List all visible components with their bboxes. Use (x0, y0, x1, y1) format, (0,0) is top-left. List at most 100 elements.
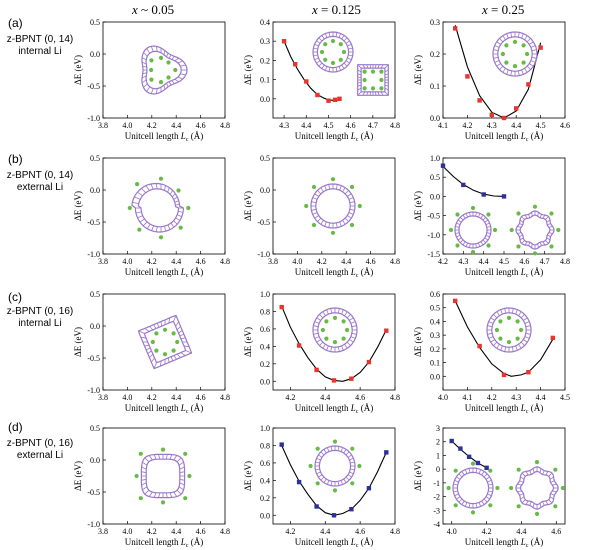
y-axis-label: ΔE (eV) (413, 55, 423, 85)
y-tick-label: 0.0 (430, 192, 440, 201)
data-point (501, 372, 507, 378)
li-atom (506, 340, 512, 345)
y-axis-label: ΔE (eV) (73, 461, 83, 491)
li-atom (470, 249, 476, 255)
column-header-1: x ~ 0.05 (132, 2, 175, 17)
panel-d1: 3.8 4.0 4.2 4.4 4.6 4.8 -1.0 -0.5 0.0 0.5 Unitcell… (73, 424, 230, 549)
li-atom (446, 485, 451, 491)
x-axis-label: Unitcell length Lc (Å) (295, 267, 373, 279)
data-point (314, 504, 319, 509)
x-tick-label: 4.4 (171, 527, 181, 536)
nanotube-structure (486, 307, 532, 353)
x-tick-label: 4.2 (285, 527, 295, 536)
x-axis-label: Unitcell length Lc (Å) (465, 131, 543, 143)
x-tick-label: 4.6 (355, 393, 365, 402)
li-atom (492, 227, 498, 233)
y-tick-label: 0.0 (90, 50, 100, 59)
li-atom (158, 176, 164, 181)
x-axis-label: Unitcell length Lc (Å) (465, 403, 543, 415)
y-tick-label: 1 (436, 451, 440, 460)
y-tick-label: -0.5 (257, 218, 270, 227)
data-point (501, 194, 507, 199)
y-axis-label: ΔE (eV) (413, 461, 423, 491)
li-atom (341, 319, 346, 324)
li-atom (379, 69, 384, 74)
li-atom (134, 473, 139, 479)
y-tick-label: 2 (436, 438, 440, 447)
y-axis-label: ΔE (eV) (413, 327, 423, 357)
y-tick-label: 0.0 (430, 114, 440, 123)
data-point (314, 367, 319, 373)
y-tick-label: 0.0 (90, 456, 100, 465)
li-atom (135, 182, 140, 187)
li-atom (304, 203, 309, 209)
li-atom (498, 319, 503, 324)
li-atom (332, 439, 338, 444)
li-atom (149, 77, 154, 82)
li-atom (488, 468, 493, 473)
data-point (315, 92, 320, 98)
y-axis-label: ΔE (eV) (243, 327, 253, 357)
li-atom (553, 467, 558, 472)
li-atom (127, 205, 132, 211)
y-tick-label: 1.0 (430, 154, 440, 163)
y-tick-label: 0.5 (90, 424, 100, 433)
li-atom (160, 447, 166, 452)
y-tick-label: 0.0 (260, 95, 270, 104)
y-axis-label: ΔE (eV) (413, 191, 423, 221)
nanotube-structure (446, 461, 500, 515)
data-point (477, 343, 482, 349)
y-axis-label: ΔE (eV) (243, 461, 253, 491)
plot-frame (442, 293, 566, 391)
x-axis-label: Unitcell length Lc (Å) (465, 267, 543, 279)
li-atom (323, 57, 328, 62)
plot-frame (272, 427, 396, 525)
x-tick-label: 4.2 (462, 121, 472, 130)
y-tick-label: 0.5 (90, 18, 100, 27)
panel-b2: 3.8 4.0 4.2 4.4 4.6 4.8 -1.0 -0.5 0.0 0.5 Unitcell… (243, 154, 400, 279)
li-atom (150, 339, 155, 345)
y-tick-label: 0.6 (260, 325, 270, 334)
nanotube-structure (141, 45, 188, 95)
data-point (331, 378, 337, 383)
x-axis-label: Unitcell length Lc (Å) (465, 537, 543, 549)
data-point (331, 513, 337, 518)
x-tick-label: 4.4 (171, 121, 181, 130)
data-point (489, 112, 494, 117)
data-point (465, 74, 470, 79)
li-atom (516, 504, 521, 509)
li-atom (470, 461, 476, 466)
y-tick-label: 0.1 (430, 359, 440, 368)
x-axis-label: Unitcell length Lc (Å) (295, 537, 373, 549)
x-tick-label: 4.6 (551, 527, 561, 536)
data-point (293, 62, 298, 67)
nanotube-structure (304, 177, 362, 235)
x-tick-label: 4.0 (122, 257, 132, 266)
y-axis-label: ΔE (eV) (243, 55, 253, 85)
x-tick-label: 4.0 (292, 257, 302, 266)
li-atom (311, 184, 317, 190)
x-tick-label: 4.4 (320, 393, 330, 402)
li-atom (162, 352, 168, 357)
li-atom (149, 67, 154, 73)
li-atom (350, 446, 355, 451)
y-tick-label: -1.5 (427, 250, 440, 259)
fit-curve (442, 166, 505, 197)
y-tick-label: 0.2 (260, 360, 270, 369)
fit-curve (454, 300, 554, 377)
x-tick-label: 4.6 (196, 527, 206, 536)
li-atom (486, 212, 491, 217)
column-header-3: x = 0.25 (482, 2, 525, 17)
fit-curve (454, 25, 542, 119)
x-tick-label: 4.6 (346, 121, 356, 130)
y-tick-label: 0.6 (430, 290, 440, 299)
column-header-2: x = 0.125 (312, 2, 361, 17)
x-tick-label: 4.8 (390, 393, 400, 402)
x-tick-label: 4.4 (341, 257, 351, 266)
x-tick-label: 3.8 (98, 121, 108, 130)
x-tick-label: 4.5 (499, 257, 509, 266)
nanotube-structure (127, 176, 191, 240)
y-tick-label: 0.3 (260, 37, 270, 46)
x-tick-label: 4.0 (438, 393, 448, 402)
x-tick-label: 4.0 (447, 527, 457, 536)
